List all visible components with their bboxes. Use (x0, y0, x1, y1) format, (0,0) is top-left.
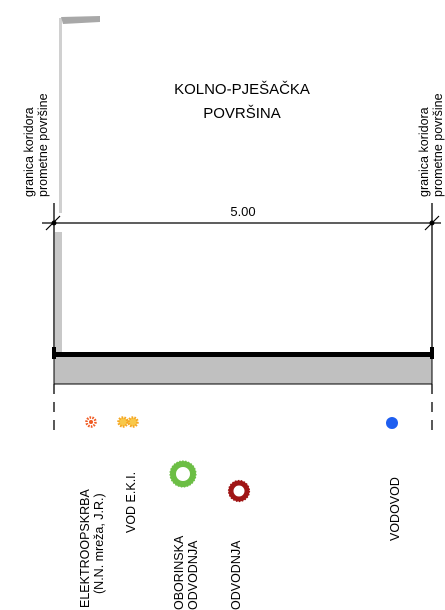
vodovod-label-text: VODOVOD (388, 477, 402, 541)
pavement-edge-right (430, 347, 434, 359)
street-lamp (59, 16, 100, 213)
elektro-label-line2: (N.N. mreža, J.R.) (92, 493, 106, 594)
corridor-label-left: granica koridora prometne površine (22, 93, 50, 197)
corridor-label-right-line1: granica koridora (417, 107, 431, 197)
oborinska-label-line2: ODVODNJA (186, 540, 200, 610)
corridor-label-right: granica koridora prometne površine (417, 93, 445, 197)
area-title: KOLNO-PJEŠAČKA POVRŠINA (174, 81, 310, 122)
oborinska-ring-icon (169, 460, 197, 488)
lamp-pole (59, 18, 62, 213)
area-title-line1: KOLNO-PJEŠAČKA (174, 81, 310, 98)
corridor-label-left-line2: prometne površine (36, 93, 50, 197)
elektro-label: ELEKTROOPSKRBA (N.N. mreža, J.R.) (78, 489, 106, 608)
pavement-layer (53, 355, 433, 385)
oborinska-label: OBORINSKA ODVODNJA (172, 535, 200, 610)
odvodnja-ring-icon (227, 479, 251, 503)
vodovod-label: VODOVOD (388, 477, 402, 541)
lamp-arm (61, 16, 100, 24)
corridor-label-right-line2: prometne površine (431, 93, 445, 197)
odvodnja-label: ODVODNJA (229, 540, 243, 610)
oborinska-label-line1: OBORINSKA (172, 535, 186, 610)
odvodnja-label-text: ODVODNJA (229, 540, 243, 610)
eki-label: VOD E.K.I. (124, 472, 138, 533)
dimension-label: 5.00 (230, 204, 255, 219)
corridor-label-left-line1: granica koridora (22, 107, 36, 197)
dimension-line: 5.00 (42, 204, 441, 231)
pavement-edge-left (52, 347, 56, 359)
area-title-line2: POVRŠINA (203, 105, 281, 122)
vodovod-dot-icon (386, 417, 398, 429)
elektro-gear-icon (85, 416, 97, 428)
curb (55, 232, 62, 354)
elektro-label-line1: ELEKTROOPSKRBA (78, 489, 92, 608)
eki-double-gear-icon (117, 416, 139, 428)
eki-label-text: VOD E.K.I. (124, 472, 138, 533)
pavement (52, 347, 434, 385)
pavement-surface (54, 352, 432, 357)
